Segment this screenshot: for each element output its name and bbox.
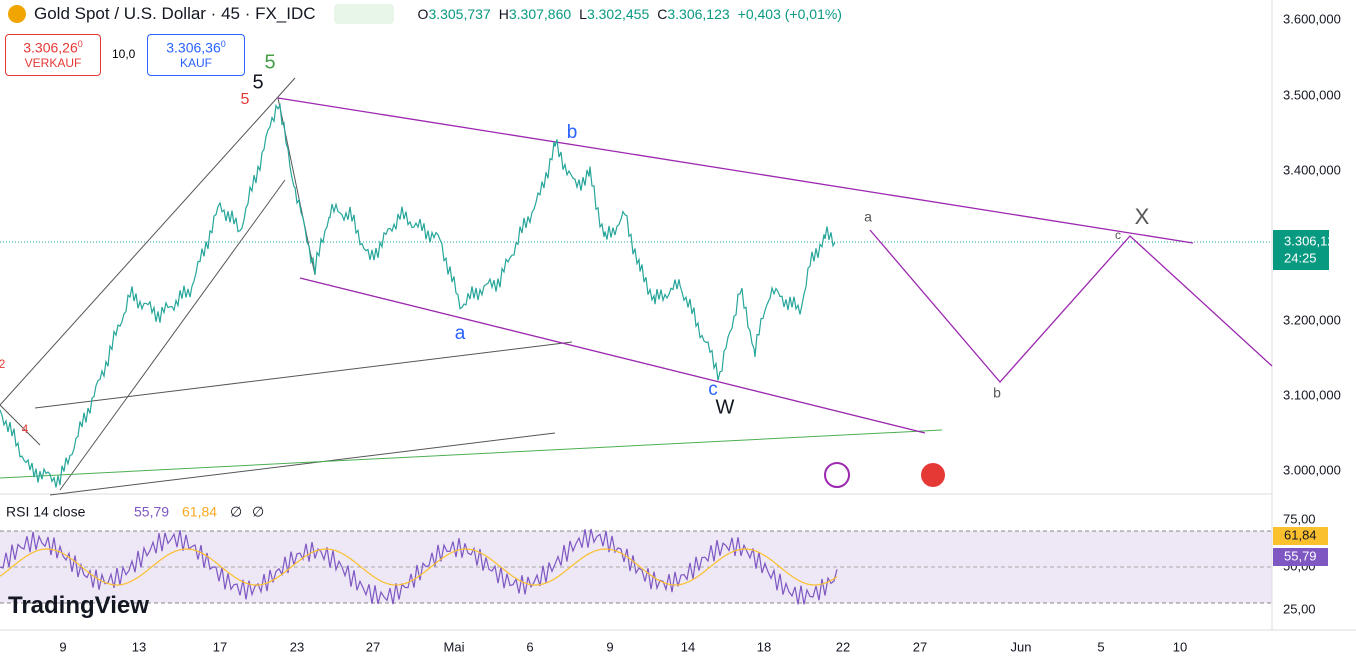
wave-label: 5: [264, 51, 275, 73]
logo: TradingView: [8, 592, 149, 619]
rsi-ma-line: [0, 548, 838, 586]
ohlc-key: O: [417, 6, 429, 22]
rsi-value-badge-text: 55,79: [1284, 548, 1317, 563]
ohlc: O3.305,737 H3.307,860 L3.302,455 C3.306,123: [410, 6, 730, 22]
time-label: 18: [757, 639, 771, 654]
wave-label: b: [567, 122, 578, 143]
buy-label: KAUF: [179, 55, 212, 70]
wave-label: 2: [0, 357, 6, 371]
time-label: Jun: [1011, 639, 1032, 654]
header: Gold Spot / U.S. Dollar · 45 · FX_IDC O3…: [8, 4, 842, 24]
time-label: 27: [366, 639, 380, 654]
rsi-extra: ∅: [230, 504, 242, 520]
buy-sup: 0: [220, 39, 226, 49]
countdown: 24:25: [1284, 250, 1317, 265]
symbol-icon: [8, 5, 26, 23]
time-label: 27: [913, 639, 927, 654]
rsi-axis-label: 25,00: [1283, 601, 1316, 616]
wave-label: X: [1135, 204, 1150, 229]
rsi-line: [0, 528, 838, 605]
sell-price: 3.306,26: [23, 39, 78, 56]
price-label: 3.600,000: [1283, 11, 1341, 26]
wave-label: a: [864, 209, 872, 225]
ohlc-key: C: [657, 6, 668, 22]
time-label: 23: [290, 639, 304, 654]
symbol: Gold Spot / U.S. Dollar · 45 · FX_IDC: [34, 4, 316, 23]
sell-button[interactable]: 3.306,260 VERKAUF: [5, 34, 101, 76]
time-label: 9: [59, 639, 66, 654]
time-label: 5: [1097, 639, 1104, 654]
time-label: 9: [606, 639, 613, 654]
price-label: 3.100,000: [1283, 387, 1341, 402]
time-label: 22: [836, 639, 850, 654]
ohlc-key: L: [579, 6, 587, 22]
spread: 10,0: [112, 47, 136, 61]
wave-label: 5: [241, 91, 250, 108]
us-flag-icon[interactable]: [921, 463, 945, 487]
rsi-value: 55,79: [134, 504, 169, 520]
time-label: 6: [526, 639, 533, 654]
buy-price: 3.306,36: [166, 39, 221, 56]
wave-label: c: [708, 379, 718, 400]
wave-label: W: [716, 396, 735, 418]
wave-label: 4: [22, 422, 29, 436]
rsi-ma: 61,84: [182, 504, 217, 520]
wave-label: c: [1115, 228, 1121, 242]
price-label: 3.400,000: [1283, 162, 1341, 177]
ohlc-value: 3.305,737: [428, 6, 491, 22]
rsi-ma-badge-text: 61,84: [1284, 527, 1317, 542]
price-label: 3.000,000: [1283, 462, 1341, 477]
time-label: 10: [1173, 639, 1187, 654]
rsi-title: RSI 14 close: [6, 504, 86, 520]
rsi-ma-badge: [1273, 527, 1328, 545]
ohlc-key: H: [498, 6, 509, 22]
wave-label: b: [993, 385, 1001, 401]
time-label: 17: [213, 639, 227, 654]
rsi-value-badge: [1273, 548, 1328, 566]
buy-button[interactable]: 3.306,360 KAUF: [147, 34, 245, 76]
current-price-badge: [1273, 230, 1329, 270]
sell-sup: 0: [77, 39, 83, 49]
wave-label: 5: [252, 71, 263, 93]
status-badges[interactable]: [333, 4, 394, 24]
rsi-extra: ∅: [252, 504, 264, 520]
current-price: 3.306,123: [1284, 233, 1342, 248]
price-label: 3.200,000: [1283, 312, 1341, 327]
change: +0,403 (+0,01%): [737, 6, 842, 22]
price-label: 3.500,000: [1283, 87, 1341, 102]
rsi-axis-label: 75,00: [1283, 511, 1316, 526]
sell-label: VERKAUF: [24, 55, 82, 70]
channel: [277, 97, 1273, 434]
time-label: 13: [132, 639, 146, 654]
wave-label: a: [455, 323, 466, 344]
event-icon[interactable]: [824, 462, 850, 488]
time-label: 14: [681, 639, 695, 654]
ohlc-value: 3.307,860: [508, 6, 572, 22]
ohlc-value: 3.306,123: [667, 6, 730, 22]
ohlc-value: 3.302,455: [586, 6, 650, 22]
price-line: [0, 102, 836, 488]
trend-line: [0, 429, 943, 479]
time-label: Mai: [444, 639, 465, 654]
